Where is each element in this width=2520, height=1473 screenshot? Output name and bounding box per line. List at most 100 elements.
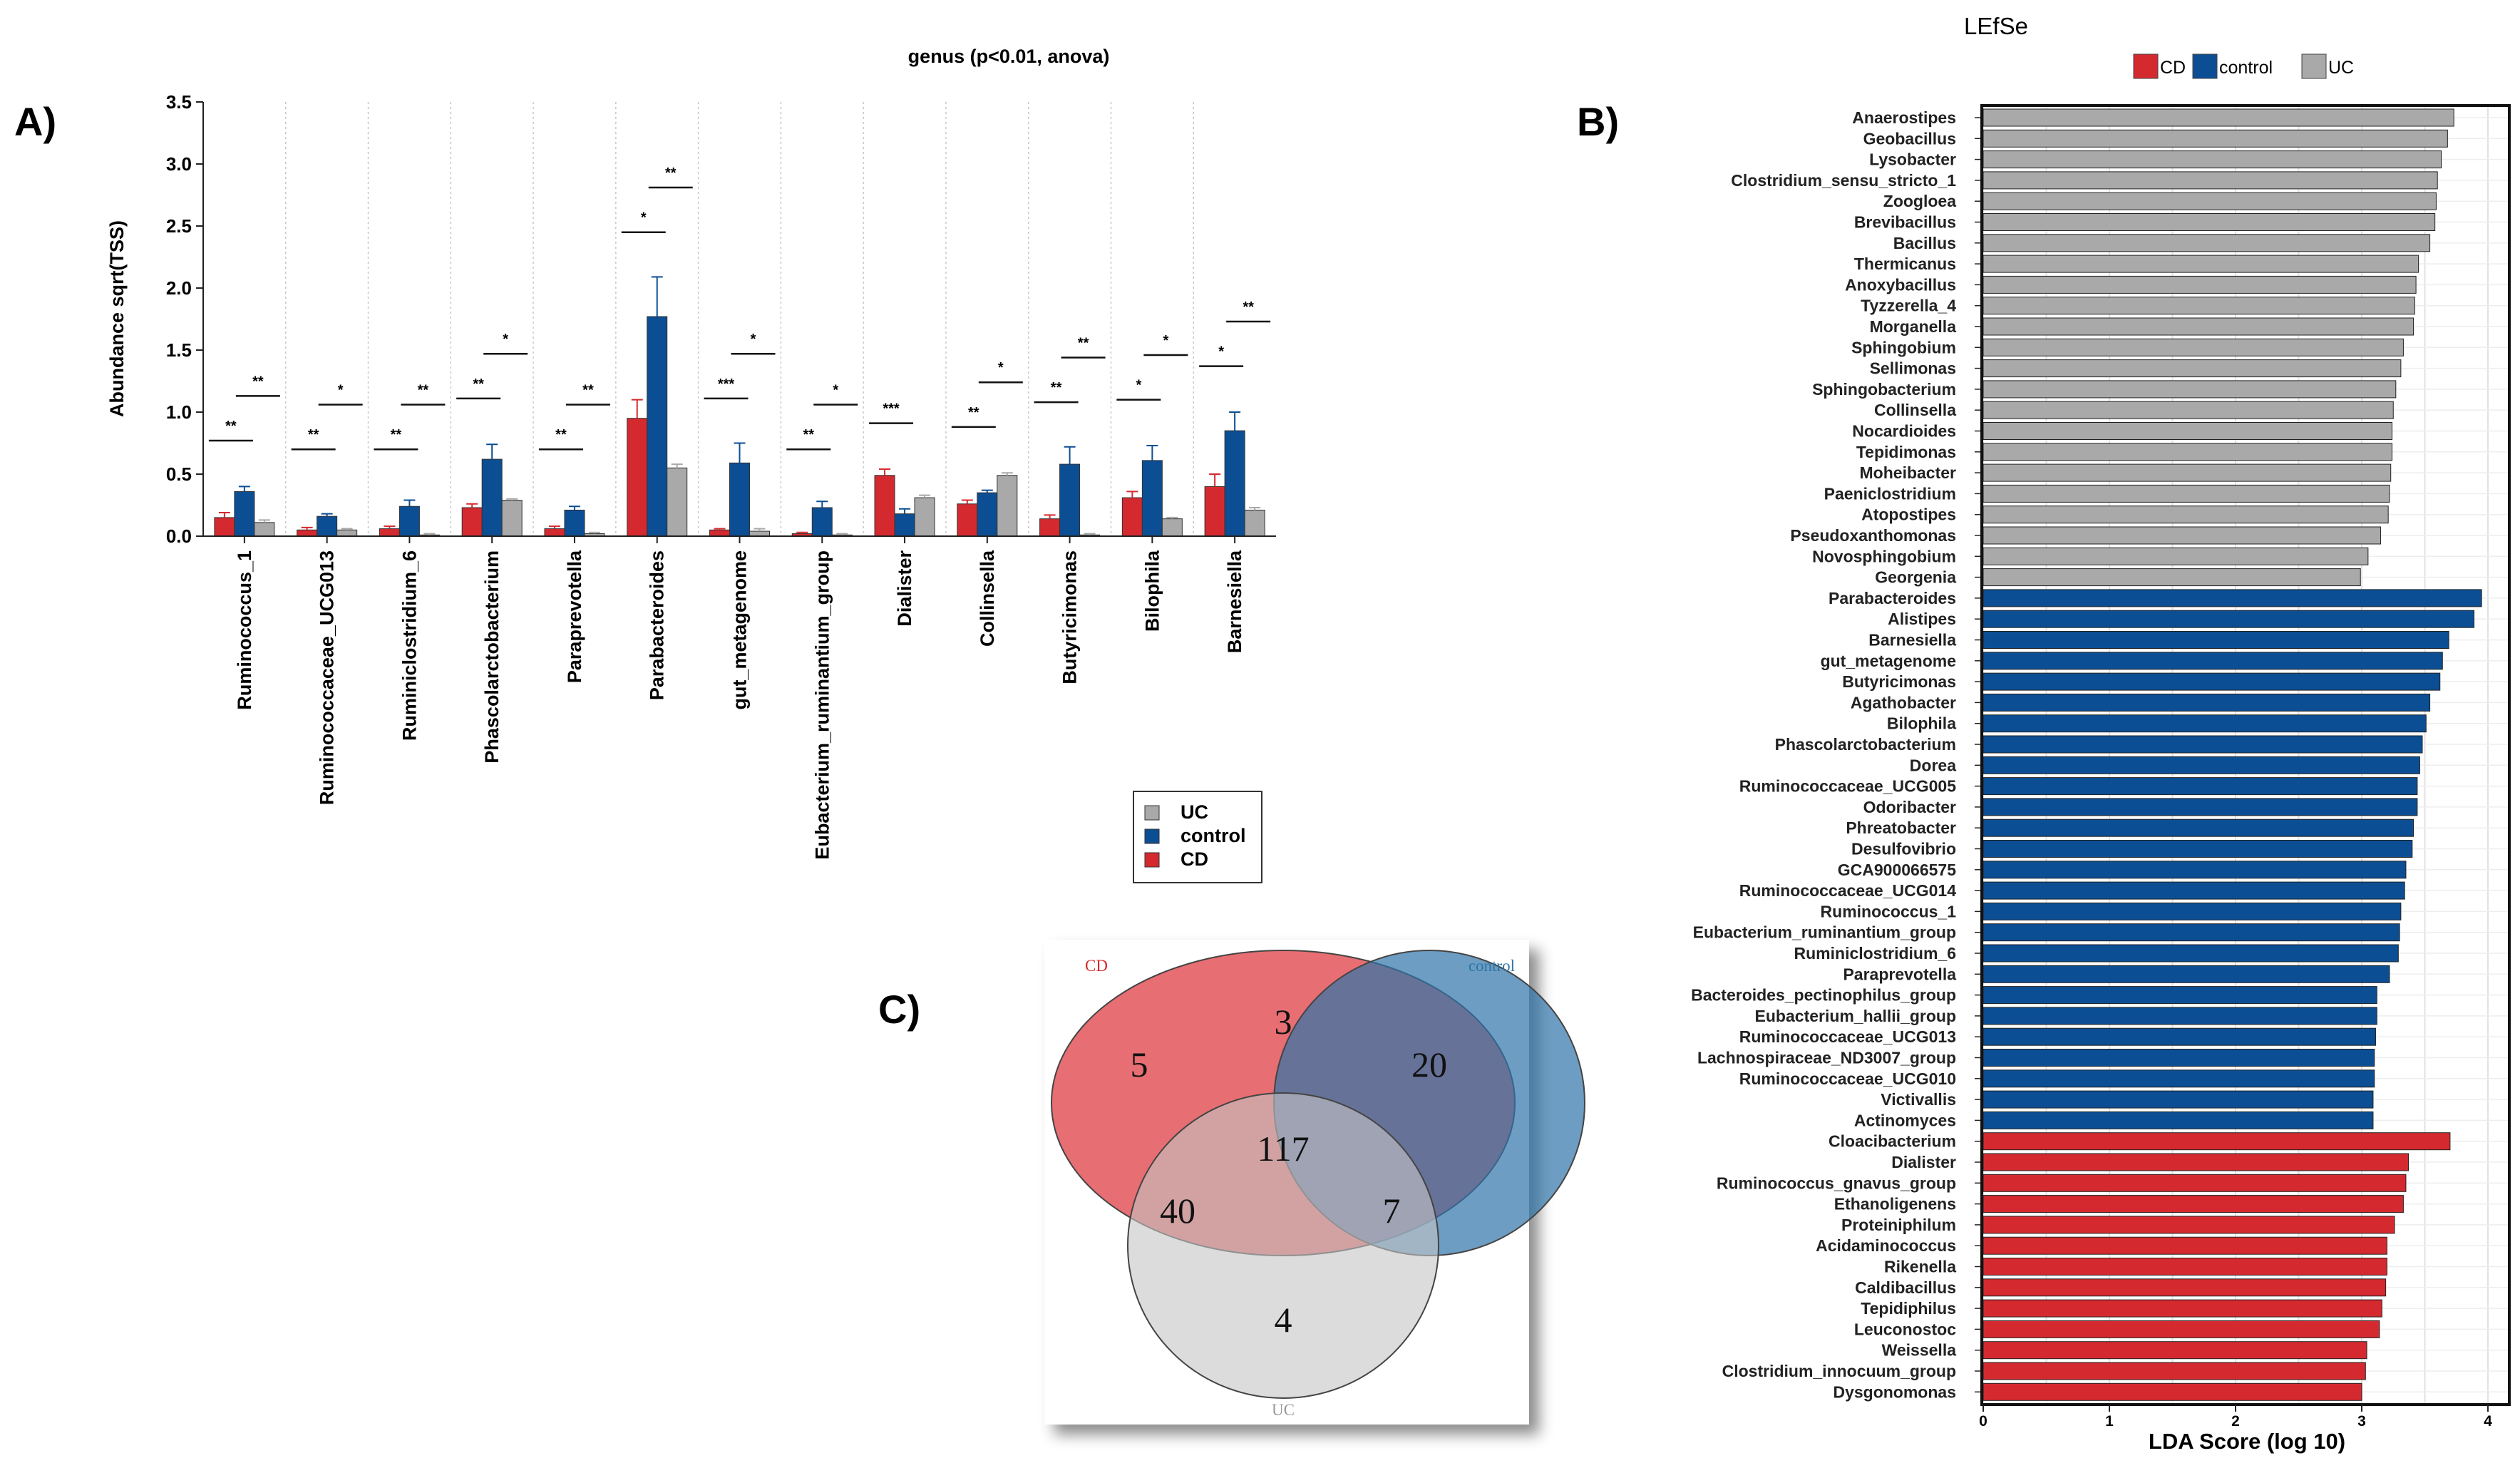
lda-bar-ruminococcus-gnavus-group xyxy=(1982,1174,2407,1192)
lda-bar-bilophila xyxy=(1982,714,2427,733)
lda-bar-butyricimonas xyxy=(1982,672,2441,691)
lda-label-acidaminococcus: Acidaminococcus xyxy=(1816,1236,1956,1255)
lda-label-weissella: Weissella xyxy=(1882,1341,1957,1360)
lda-label-ruminococcaceae-ucg005: Ruminococcaceae_UCG005 xyxy=(1739,777,1956,796)
lda-label-dorea: Dorea xyxy=(1910,756,1956,774)
bar-cd-paraprevotella xyxy=(544,528,565,537)
lda-label-desulfovibrio: Desulfovibrio xyxy=(1851,840,1956,858)
significance-stars-low: *** xyxy=(718,376,735,392)
x-tick-label: Phascolarctobacterium xyxy=(481,550,503,764)
lda-label-pseudoxanthomonas: Pseudoxanthomonas xyxy=(1790,526,1956,545)
lda-bar-bacteroides-pectinophilus-group xyxy=(1982,986,2377,1005)
venn-set-label-control: control xyxy=(1469,957,1515,975)
lda-label-novosphingobium: Novosphingobium xyxy=(1812,547,1956,565)
legend-swatch-cd xyxy=(2133,53,2159,79)
bar-control-paraprevotella xyxy=(564,509,585,537)
lda-bar-ruminiclostridium-6 xyxy=(1982,944,2399,963)
significance-stars-high: ** xyxy=(1243,299,1254,315)
panel-b: B) LEfSe CD control UC Anaerostipes Geobaci… xyxy=(1577,13,2511,1454)
lda-bar-ruminococcaceae-ucg005 xyxy=(1982,777,2418,796)
lda-bar-weissella xyxy=(1982,1341,2367,1360)
lda-label-tyzzerella-4: Tyzzerella_4 xyxy=(1861,297,1956,315)
lda-bar-ruminococcaceae-ucg014 xyxy=(1982,881,2405,900)
lda-bar-moheibacter xyxy=(1982,463,2392,482)
lda-label-lachnospiraceae-nd3007-group: Lachnospiraceae_ND3007_group xyxy=(1697,1049,1956,1067)
lda-bar-georgenia xyxy=(1982,568,2361,587)
lda-bar-tepidiphilus xyxy=(1982,1299,2382,1318)
y-tick-label: 0.0 xyxy=(166,525,192,547)
panel-a-x-axis: Ruminococcus_1 Ruminococcaceae_UCG013 Rumi… xyxy=(234,536,1245,860)
x-tick-label: Ruminococcaceae_UCG013 xyxy=(317,550,338,805)
panel-b-x-axis: 0 1 2 3 4 xyxy=(1979,1405,2492,1430)
bar-cd-ruminococcaceae-ucg013 xyxy=(297,529,318,537)
lda-bar-alistipes xyxy=(1982,610,2475,628)
panel-a-ylabel: Abundance sqrt(TSS) xyxy=(106,220,128,417)
lda-label-paeniclostridium: Paeniclostridium xyxy=(1824,484,1956,503)
lda-bar-parabacteroides xyxy=(1982,589,2482,607)
lda-bar-ruminococcaceae-ucg013 xyxy=(1982,1027,2376,1046)
lda-bar-eubacterium-hallii-group xyxy=(1982,1007,2377,1025)
panel-a-title: genus (p<0.01, anova) xyxy=(908,46,1110,67)
bar-cd-dialister xyxy=(874,475,895,537)
lda-bar-anaerostipes xyxy=(1982,108,2454,127)
x-tick-label: Ruminiclostridium_6 xyxy=(398,550,420,741)
significance-stars-high: ** xyxy=(665,165,677,181)
x-tick-label: Butyricimonas xyxy=(1059,550,1081,684)
lda-label-bacillus: Bacillus xyxy=(1893,234,1956,252)
bar-uc-ruminococcus-1 xyxy=(254,522,275,537)
legend-label-uc: UC xyxy=(1181,801,1208,823)
lda-label-alistipes: Alistipes xyxy=(1888,610,1956,628)
lda-bar-gca900066575 xyxy=(1982,861,2407,879)
panel-c-label: C) xyxy=(878,987,920,1032)
lda-bar-rikenella xyxy=(1982,1258,2387,1276)
lda-label-morganella: Morganella xyxy=(1870,317,1957,336)
lda-label-actinomyces: Actinomyces xyxy=(1854,1111,1956,1129)
lda-bar-collinsella xyxy=(1982,401,2394,419)
lda-label-bilophila: Bilophila xyxy=(1887,714,1956,733)
lda-label-gut-metagenome: gut_metagenome xyxy=(1821,652,1956,670)
lda-bar-ethanoligenens xyxy=(1982,1195,2404,1213)
venn-count-cd-only: 5 xyxy=(1131,1045,1148,1084)
lda-bar-barnesiella xyxy=(1982,631,2449,649)
lda-label-leuconostoc: Leuconostoc xyxy=(1854,1320,1956,1338)
x-tick-label: Ruminococcus_1 xyxy=(234,550,255,710)
x-tick-label: 3 xyxy=(2357,1413,2366,1430)
lda-bar-eubacterium-ruminantium-group xyxy=(1982,923,2400,942)
bar-cd-gut-metagenome xyxy=(709,529,730,537)
lda-bar-victivallis xyxy=(1982,1090,2374,1109)
y-tick-label: 3.0 xyxy=(166,153,192,175)
significance-stars-low: ** xyxy=(225,419,237,434)
legend-swatch-cd xyxy=(1144,852,1160,868)
venn-count-cd-uc: 40 xyxy=(1160,1191,1195,1231)
venn-set-label-cd: CD xyxy=(1085,957,1108,975)
lda-bar-atopostipes xyxy=(1982,505,2389,524)
legend-swatch-uc xyxy=(2301,53,2327,79)
lda-label-ethanoligenens: Ethanoligenens xyxy=(1834,1195,1956,1213)
lda-label-dysgonomonas: Dysgonomonas xyxy=(1833,1382,1956,1401)
x-tick-label: gut_metagenome xyxy=(729,550,751,710)
lda-label-atopostipes: Atopostipes xyxy=(1861,505,1956,524)
panel-c: C) CD control UC 5 3 20 117 40 7 4 xyxy=(878,940,1585,1425)
significance-stars-high: ** xyxy=(418,383,429,399)
significance-stars-high: * xyxy=(1163,333,1168,349)
venn-count-all: 117 xyxy=(1257,1129,1309,1169)
bar-cd-parabacteroides xyxy=(627,418,648,537)
lda-label-gca900066575: GCA900066575 xyxy=(1838,861,1956,879)
significance-stars-high: * xyxy=(751,332,756,347)
legend-swatch-control xyxy=(1144,828,1160,844)
lda-bar-tepidimonas xyxy=(1982,443,2392,461)
x-tick-label: 4 xyxy=(2484,1413,2492,1430)
lda-label-paraprevotella: Paraprevotella xyxy=(1843,965,1956,983)
lda-label-lysobacter: Lysobacter xyxy=(1869,150,1956,169)
lda-bar-acidaminococcus xyxy=(1982,1236,2387,1255)
bar-control-barnesiella xyxy=(1224,430,1245,537)
lda-bar-caldibacillus xyxy=(1982,1278,2387,1297)
venn-count-cd-control: 3 xyxy=(1275,1002,1292,1042)
significance-stars-high: * xyxy=(833,383,838,399)
lda-label-tepidiphilus: Tepidiphilus xyxy=(1861,1299,1956,1318)
lda-label-ruminococcaceae-ucg014: Ruminococcaceae_UCG014 xyxy=(1739,881,1956,900)
lda-label-butyricimonas: Butyricimonas xyxy=(1842,672,1956,691)
bar-cd-bilophila xyxy=(1121,497,1143,537)
bar-uc-barnesiella xyxy=(1244,509,1265,537)
lda-label-cloacibacterium: Cloacibacterium xyxy=(1829,1132,1956,1151)
